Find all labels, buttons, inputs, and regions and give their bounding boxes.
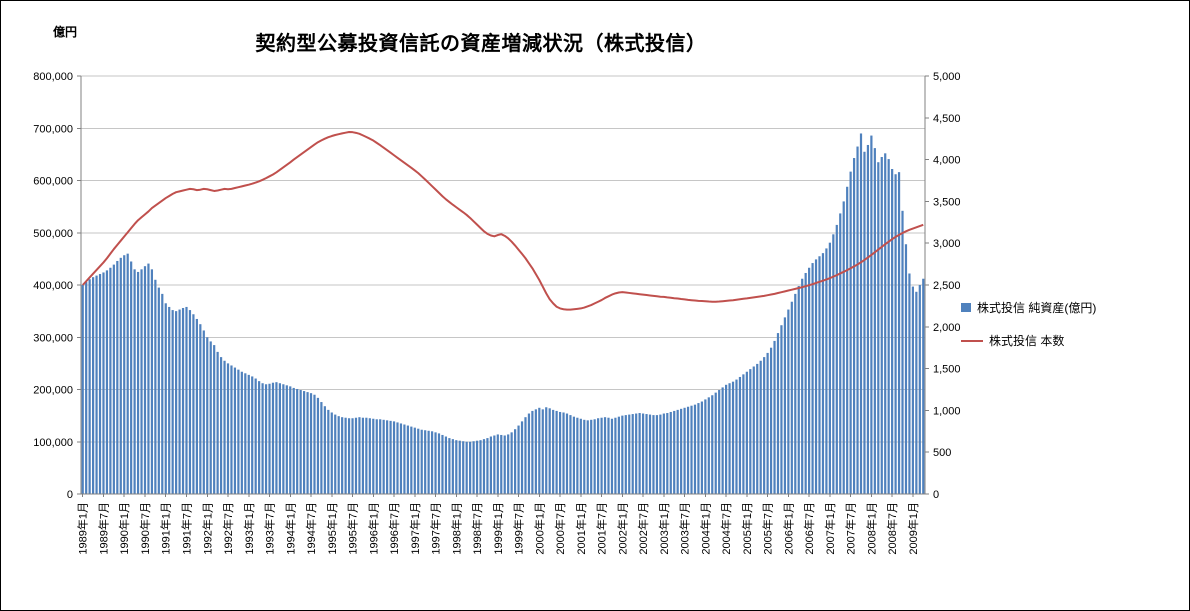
svg-text:1995年7月: 1995年7月 [346,502,360,555]
svg-text:2003年1月: 2003年1月 [657,502,671,555]
legend-item-fund-count: 株式投信 本数 [961,332,1096,349]
line-series-swatch-icon [961,339,983,342]
svg-text:500,000: 500,000 [33,228,73,240]
chart-title: 契約型公募投資信託の資産増減状況（株式投信） [255,33,707,55]
bar-series-swatch-icon [961,303,971,312]
svg-text:1,000: 1,000 [933,405,961,417]
svg-text:1998年7月: 1998年7月 [470,502,484,555]
svg-text:2005年1月: 2005年1月 [740,502,754,555]
svg-text:2008年7月: 2008年7月 [885,502,899,555]
legend-label-net-assets: 株式投信 純資産(億円) [977,301,1097,315]
svg-text:2001年7月: 2001年7月 [595,502,609,555]
svg-text:2006年1月: 2006年1月 [781,502,795,555]
svg-text:2000年7月: 2000年7月 [553,502,567,555]
svg-text:2002年7月: 2002年7月 [636,502,650,555]
svg-text:1993年1月: 1993年1月 [242,502,256,555]
svg-text:1999年7月: 1999年7月 [512,502,526,555]
svg-text:1998年1月: 1998年1月 [449,502,463,555]
svg-text:3,500: 3,500 [933,196,961,208]
svg-text:2008年1月: 2008年1月 [864,502,878,555]
svg-text:100,000: 100,000 [33,437,73,449]
svg-text:4,000: 4,000 [933,155,961,167]
svg-text:1989年1月: 1989年1月 [76,502,90,555]
svg-text:1996年7月: 1996年7月 [387,502,401,555]
legend-item-net-assets: 株式投信 純資産(億円) [961,299,1096,316]
line-series [81,131,924,311]
svg-text:700,000: 700,000 [33,123,73,135]
right-axis-labels: 0 500 1,000 1,500 2,000 2,500 3,000 3,500 4,000 4… [925,71,961,501]
svg-text:3,000: 3,000 [933,238,961,250]
svg-text:1,500: 1,500 [933,364,961,376]
svg-text:1990年1月: 1990年1月 [117,502,131,555]
svg-text:2005年7月: 2005年7月 [761,502,775,555]
svg-text:300,000: 300,000 [33,332,73,344]
svg-text:2007年1月: 2007年1月 [823,502,837,555]
svg-text:1994年7月: 1994年7月 [304,502,318,555]
svg-text:1997年7月: 1997年7月 [429,502,443,555]
svg-text:400,000: 400,000 [33,280,73,292]
x-axis-labels: 1989年1月 1989年7月 1990年1月 1990年7月 1991年1月 1991年… [76,494,920,555]
svg-text:2002年1月: 2002年1月 [615,502,629,555]
svg-text:1994年1月: 1994年1月 [283,502,297,555]
svg-text:2003年7月: 2003年7月 [678,502,692,555]
svg-text:2,500: 2,500 [933,280,961,292]
svg-text:1995年1月: 1995年1月 [325,502,339,555]
svg-text:1996年1月: 1996年1月 [366,502,380,555]
svg-text:1990年7月: 1990年7月 [138,502,152,555]
svg-text:200,000: 200,000 [33,385,73,397]
svg-text:1991年7月: 1991年7月 [180,502,194,555]
svg-text:4,500: 4,500 [933,113,961,125]
svg-text:2001年1月: 2001年1月 [574,502,588,555]
svg-text:2004年1月: 2004年1月 [698,502,712,555]
svg-text:2,000: 2,000 [933,322,961,334]
svg-text:1992年1月: 1992年1月 [200,502,214,555]
svg-text:1989年7月: 1989年7月 [96,502,110,555]
svg-text:0: 0 [67,489,73,501]
left-axis-unit-label: 億円 [53,25,78,39]
svg-text:1992年7月: 1992年7月 [221,502,235,555]
svg-text:500: 500 [933,447,951,459]
svg-text:1991年1月: 1991年1月 [159,502,173,555]
svg-text:2000年1月: 2000年1月 [532,502,546,555]
svg-text:5,000: 5,000 [933,71,961,83]
svg-text:2009年1月: 2009年1月 [906,502,920,555]
svg-text:2007年7月: 2007年7月 [844,502,858,555]
svg-text:1999年1月: 1999年1月 [491,502,505,555]
legend: 株式投信 純資産(億円) 株式投信 本数 [961,299,1096,365]
bar-series [81,133,925,495]
svg-text:2004年7月: 2004年7月 [719,502,733,555]
svg-text:2006年7月: 2006年7月 [802,502,816,555]
left-axis-labels: 0 100,000 200,000 300,000 400,000 500,000 600,… [33,71,81,501]
svg-text:800,000: 800,000 [33,71,73,83]
svg-text:1993年7月: 1993年7月 [263,502,277,555]
svg-text:1997年1月: 1997年1月 [408,502,422,555]
svg-text:0: 0 [933,489,939,501]
svg-text:600,000: 600,000 [33,176,73,188]
legend-label-fund-count: 株式投信 本数 [989,334,1065,348]
